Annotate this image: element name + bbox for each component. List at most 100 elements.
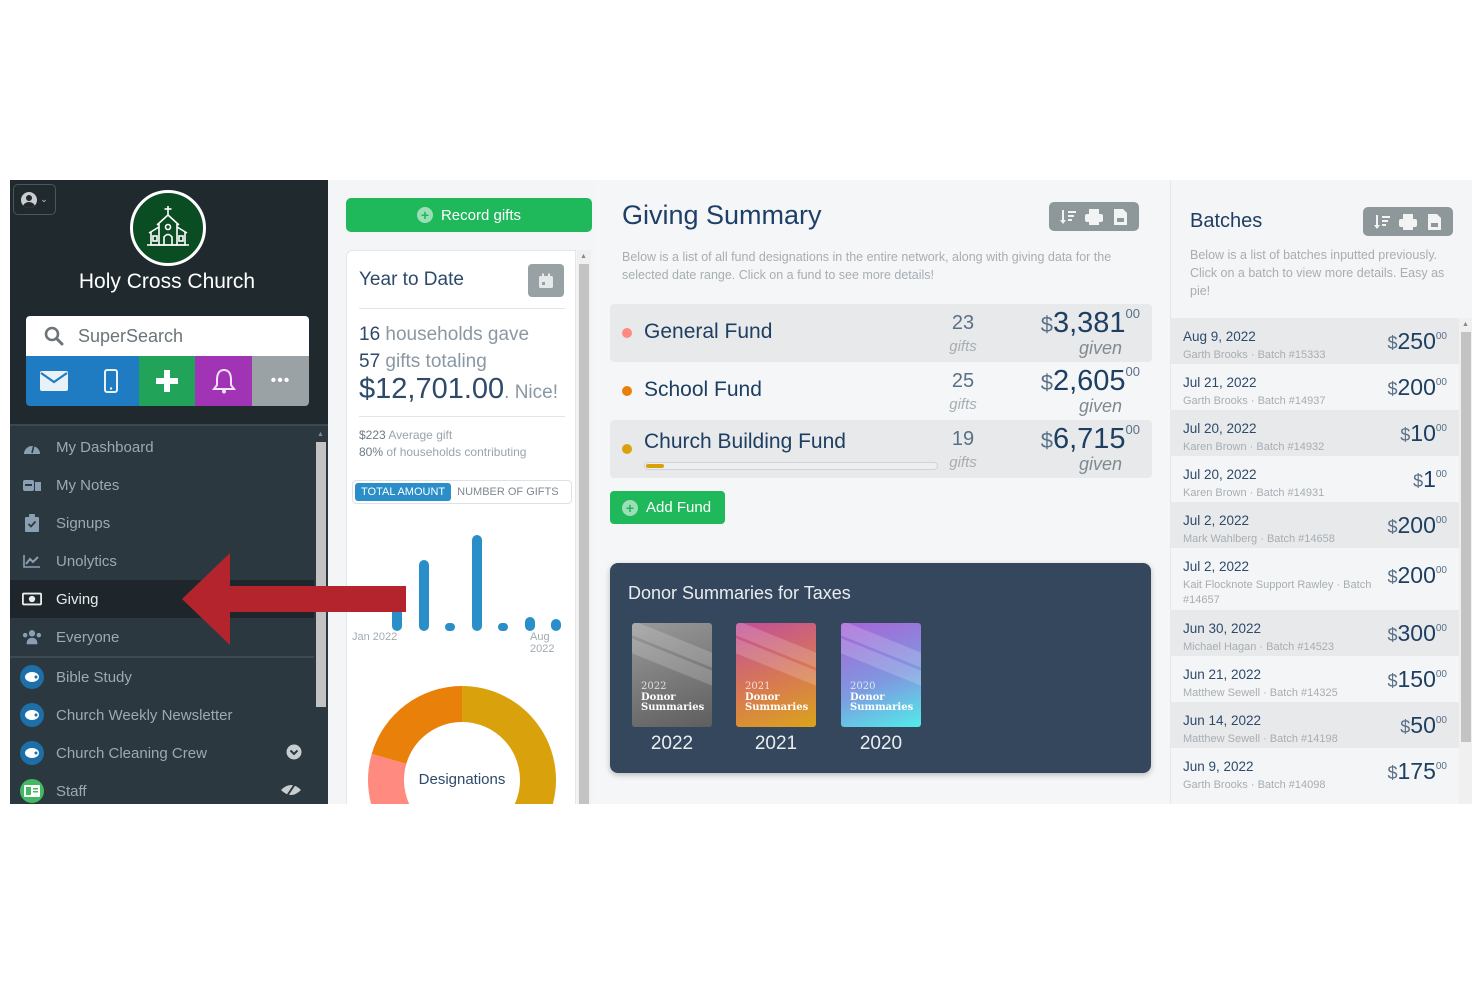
batch-amount: $1000 (1400, 420, 1447, 446)
sidebar-item-my-dashboard[interactable]: My Dashboard (10, 428, 314, 466)
batch-row[interactable]: Jul 21, 2022 Garth Brooks · Batch #14937 $… (1171, 364, 1459, 410)
record-gifts-button[interactable]: + Record gifts (346, 198, 592, 232)
plus-circle-icon: + (416, 207, 433, 223)
donut-slice-general-fund[interactable] (368, 753, 452, 804)
sidebar-item-everyone[interactable]: Everyone (10, 618, 314, 656)
gifts-stat: 57 gifts totaling (359, 351, 487, 372)
batch-row[interactable]: Jul 20, 2022 Karen Brown · Batch #14932 $1… (1171, 410, 1459, 456)
donut-slice-school-fund[interactable] (371, 686, 462, 764)
fund-gifts-label: gifts (949, 454, 977, 471)
scroll-up-icon[interactable]: ▲ (317, 431, 324, 438)
fund-amount: $3,38100 (1040, 306, 1140, 339)
batch-meta: Michael Hagan · Batch #14523 (1183, 641, 1335, 653)
bar-jul[interactable] (551, 618, 561, 631)
sidebar-item-label: Signups (56, 514, 111, 532)
scroll-up-icon[interactable]: ▲ (580, 253, 587, 260)
batch-date: Jul 2, 2022 (1183, 559, 1250, 574)
batch-row[interactable]: Jun 30, 2022 Michael Hagan · Batch #14523… (1171, 610, 1459, 656)
sidebar-group-church-cleaning-crew[interactable]: Church Cleaning Crew (10, 734, 314, 772)
batch-row[interactable]: Jun 9, 2022 Garth Brooks · Batch #14098 $1… (1171, 748, 1459, 794)
donut-slice-church-building-fund[interactable] (445, 686, 556, 804)
sidebar-group-church-weekly-newsletter[interactable]: Church Weekly Newsletter (10, 696, 314, 734)
bar-feb[interactable] (418, 560, 429, 631)
batch-meta: Garth Brooks · Batch #15333 (1183, 349, 1326, 361)
fund-row-general[interactable]: General Fund 23 gifts $3,38100 given (610, 304, 1152, 362)
spreadsheet-icon[interactable] (1423, 212, 1445, 232)
bar-mar[interactable] (445, 623, 455, 631)
bell-icon (211, 368, 236, 394)
batch-row[interactable]: Jun 14, 2022 Matthew Sewell · Batch #1419… (1171, 702, 1459, 748)
donor-year-label[interactable]: 2022 (650, 733, 694, 754)
batch-row[interactable]: Jun 21, 2022 Matthew Sewell · Batch #1432… (1171, 656, 1459, 702)
batches-scrollbar[interactable]: ▲ (1459, 318, 1472, 804)
text-message-button[interactable] (82, 356, 139, 406)
sidebar-item-label: Giving (56, 590, 99, 608)
fund-row-church-building[interactable]: Church Building Fund 19 gifts $6,71500 g… (610, 420, 1152, 478)
book-title-line1: Donor (745, 692, 780, 703)
print-icon[interactable] (1083, 207, 1105, 227)
fund-row-school[interactable]: School Fund 25 gifts $2,60500 given (610, 362, 1152, 420)
email-button[interactable] (26, 356, 82, 406)
chevron-down-icon[interactable] (286, 744, 302, 763)
households-stat: 16 households gave (359, 324, 530, 345)
sort-icon[interactable] (1371, 212, 1393, 232)
scrollbar-thumb[interactable] (316, 442, 326, 707)
add-fund-label: Add Fund (646, 499, 712, 516)
batch-meta: Karen Brown · Batch #14931 (1183, 487, 1325, 499)
add-button[interactable] (139, 356, 195, 406)
batch-amount: $20000 (1387, 512, 1447, 538)
sidebar-item-signups[interactable]: Signups (10, 504, 314, 542)
toggle-number-of-gifts[interactable]: NUMBER OF GIFTS (457, 486, 559, 498)
batch-amount: $100 (1413, 466, 1447, 492)
sidebar-item-label: Unolytics (56, 552, 117, 570)
scrollbar-thumb[interactable] (579, 264, 589, 804)
batch-row[interactable]: Aug 9, 2022 Garth Brooks · Batch #15333 $2… (1171, 318, 1459, 364)
sort-icon[interactable] (1057, 207, 1079, 227)
giving-summary-column: Giving Summary Below is a list of all fu… (594, 180, 1170, 804)
fund-gifts-label: gifts (949, 396, 977, 413)
print-icon[interactable] (1397, 212, 1419, 232)
dashboard-icon (22, 437, 42, 457)
donor-summary-2022[interactable]: 2022 Donor Summaries (632, 623, 712, 727)
date-range-button[interactable] (528, 264, 564, 297)
more-button[interactable]: ••• (252, 356, 309, 406)
add-fund-button[interactable]: + Add Fund (610, 491, 725, 524)
scrollbar-thumb[interactable] (1461, 332, 1471, 742)
notifications-button[interactable] (195, 356, 252, 406)
bar-apr[interactable] (471, 535, 482, 631)
sidebar-group-staff[interactable]: Staff (10, 772, 314, 804)
sidebar-item-label: My Dashboard (56, 438, 154, 456)
donor-summary-2020[interactable]: 2020 Donor Summaries (841, 623, 921, 727)
sidebar-group-bible-study[interactable]: Bible Study (10, 658, 314, 696)
donor-year-label[interactable]: 2021 (754, 733, 798, 754)
summary-toolbar (1049, 202, 1139, 231)
batches-toolbar (1363, 207, 1453, 236)
sidebar-item-unolytics[interactable]: Unolytics (10, 542, 314, 580)
hidden-eye-icon[interactable] (280, 782, 302, 800)
ellipsis-icon: ••• (270, 372, 291, 389)
donor-year-label[interactable]: 2020 (859, 733, 903, 754)
bar-jun[interactable] (524, 616, 535, 631)
households-contributing-stat: 80% of households contributing (359, 445, 527, 459)
supersearch-input[interactable]: SuperSearch (26, 316, 309, 356)
fund-color-dot (622, 328, 632, 338)
batch-row[interactable]: Jul 20, 2022 Karen Brown · Batch #14931 $1… (1171, 456, 1459, 502)
sidebar-item-my-notes[interactable]: My Notes (10, 466, 314, 504)
toggle-total-amount[interactable]: TOTAL AMOUNT (355, 483, 452, 501)
donor-summary-2021[interactable]: 2021 Donor Summaries (736, 623, 816, 727)
clipboard-icon (22, 513, 42, 533)
batch-row[interactable]: Jul 2, 2022 Kait Flocknote Support Rawley… (1171, 548, 1459, 610)
batch-row[interactable]: Jul 2, 2022 Mark Wahlberg · Batch #14658 $… (1171, 502, 1459, 548)
bar-may[interactable] (498, 623, 508, 631)
scroll-up-icon[interactable]: ▲ (1462, 321, 1469, 328)
batch-amount: $5000 (1400, 712, 1447, 738)
spreadsheet-icon[interactable] (1109, 207, 1131, 227)
batch-date: Jun 21, 2022 (1183, 667, 1262, 682)
batch-meta: Kait Flocknote Support Rawley · Batch #1… (1183, 579, 1372, 606)
ytd-scrollbar[interactable]: ▲ (577, 250, 591, 804)
donut-center-label: Designations (418, 771, 506, 788)
sidebar-item-label: Everyone (56, 628, 120, 646)
sidebar-scrollbar[interactable]: ▲ (314, 428, 328, 804)
user-menu-button[interactable]: ⌄ (13, 184, 56, 215)
summary-description: Below is a list of all fund designations… (622, 250, 1112, 282)
